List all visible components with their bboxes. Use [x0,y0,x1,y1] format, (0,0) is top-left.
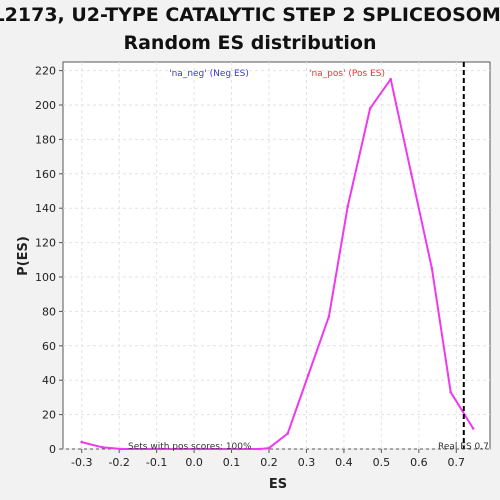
y-tick-label: 160 [35,168,56,181]
x-axis-ticks: -0.3 -0.2 -0.1 0.0 0.1 0.2 0.3 0.4 0.5 0.6 0.7 [71,449,465,469]
es-distribution-point [237,447,241,451]
x-tick-label: 0.0 [185,456,203,469]
y-tick-label: 140 [35,202,56,215]
real-es-label: Real ES 0.7 [438,442,489,452]
es-distribution-point [219,447,222,451]
es-distribution-point [198,447,201,451]
es-distribution-point [140,447,143,451]
chart-title-line-2: Random ES distribution [123,32,376,54]
es-distribution-point [119,447,123,451]
es-distribution-point [471,427,475,430]
y-axis-label: P(ES) [16,236,31,276]
series-layer [80,77,475,451]
es-distribution-point [449,390,453,394]
es-distribution-point [346,205,350,208]
es-distribution-point [368,107,372,110]
es-distribution-point [410,172,413,176]
sets-with-pos-scores-annotation: Sets with pos scores: 100% [128,442,252,452]
y-tick-label: 120 [35,237,56,250]
es-distribution-point [258,447,261,451]
x-tick-label: -0.3 [71,456,92,469]
y-tick-label: 0 [49,443,56,456]
x-tick-label: 0.6 [410,456,428,469]
es-distribution-point [286,432,290,435]
x-tick-label: 0.7 [448,456,466,469]
es-distribution-point [80,440,83,444]
y-tick-label: 80 [42,305,56,318]
x-tick-label: 0.5 [373,456,391,469]
y-tick-label: 200 [35,99,56,112]
y-tick-label: 100 [35,271,56,284]
y-tick-label: 60 [42,340,56,353]
x-tick-label: 0.4 [335,456,353,469]
legend-pos-es: 'na_pos' (Pos ES) [309,69,385,79]
es-distribution-point [101,446,104,449]
es-distribution-point [307,373,310,377]
es-distribution-point [179,447,183,451]
es-distribution-point [389,77,393,81]
legend-neg-es: 'na_neg' (Neg ES) [169,69,249,79]
x-tick-label: 0.2 [260,456,278,469]
es-distribution-point [430,267,434,270]
x-tick-label: 0.1 [223,456,241,469]
y-tick-label: 180 [35,133,56,146]
es-distribution-point [267,446,271,450]
y-tick-label: 40 [42,374,56,387]
es-distribution-point [159,447,162,451]
x-tick-label: -0.2 [108,456,129,469]
es-distribution-point [327,315,331,318]
plot-area [62,61,491,450]
x-tick-label: 0.3 [298,456,316,469]
y-axis-ticks: 0 20 40 60 80 100 120 140 160 180 200 220 [35,65,63,456]
chart-title-line-1: CL2173, U2-TYPE CATALYTIC STEP 2 SPLICEO… [0,4,500,26]
y-tick-label: 220 [35,65,56,78]
x-tick-label: -0.1 [146,456,167,469]
x-axis-label: ES [269,477,287,492]
y-tick-label: 20 [42,409,56,422]
